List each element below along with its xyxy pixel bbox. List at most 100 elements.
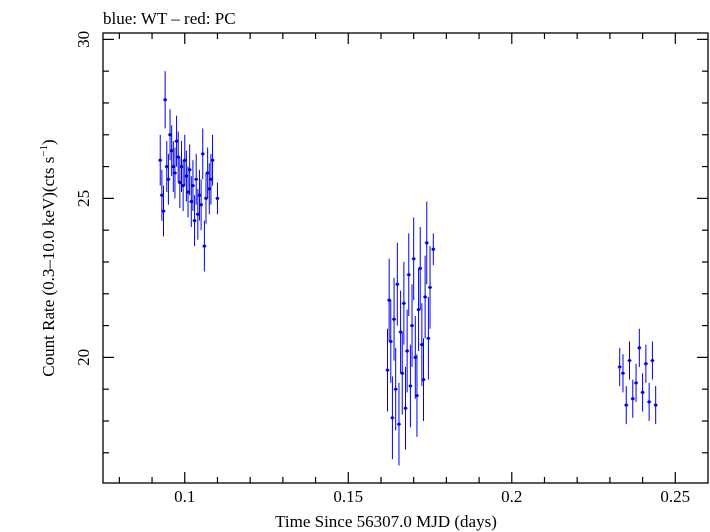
- point-marker: [640, 390, 645, 394]
- data-point: [653, 386, 658, 425]
- point-marker: [426, 336, 430, 340]
- data-point: [159, 169, 164, 221]
- point-marker: [390, 416, 395, 420]
- point-marker: [163, 98, 167, 102]
- data-point: [410, 284, 415, 367]
- point-marker: [170, 149, 174, 153]
- point-marker: [192, 219, 197, 223]
- data-point: [411, 217, 416, 301]
- y-tick-label: 20: [74, 349, 93, 366]
- point-marker: [410, 323, 414, 328]
- point-marker: [421, 378, 426, 382]
- data-point: [413, 316, 418, 399]
- y-tick-label: 30: [74, 31, 93, 48]
- data-point: [617, 347, 622, 387]
- data-point: [195, 188, 200, 240]
- data-point: [182, 134, 187, 186]
- point-marker: [201, 152, 205, 156]
- data-point: [643, 344, 648, 383]
- data-point: [428, 246, 433, 329]
- y-tick-label: 25: [74, 190, 93, 207]
- data-point: [186, 166, 191, 218]
- point-marker: [199, 203, 203, 207]
- point-marker: [415, 393, 419, 398]
- point-marker: [197, 193, 202, 197]
- point-marker: [176, 155, 180, 159]
- point-marker: [398, 330, 403, 334]
- plot-frame: [102, 32, 709, 484]
- data-point: [431, 233, 436, 266]
- point-marker: [400, 371, 404, 375]
- point-marker: [650, 358, 655, 363]
- point-marker: [428, 285, 432, 290]
- point-marker: [397, 422, 401, 426]
- data-point: [426, 296, 431, 380]
- data-point: [215, 182, 220, 215]
- point-marker: [179, 164, 184, 169]
- data-point: [200, 128, 205, 180]
- data-point: [405, 309, 410, 393]
- y-axis-label: Count Rate (0.3–10.0 keV)(cts s−1): [38, 139, 58, 376]
- data-point: [423, 255, 428, 339]
- data-point: [630, 379, 635, 418]
- data-point: [169, 125, 174, 177]
- x-tick-label: 0.15: [333, 487, 363, 506]
- data-point: [388, 300, 393, 383]
- point-marker: [405, 349, 409, 353]
- point-marker: [188, 168, 192, 172]
- point-marker: [618, 365, 622, 369]
- point-marker: [416, 308, 421, 312]
- data-points: [158, 71, 658, 466]
- point-marker: [627, 358, 632, 363]
- data-point: [627, 341, 632, 380]
- point-marker: [395, 282, 399, 286]
- point-marker: [418, 266, 422, 270]
- point-marker: [431, 247, 435, 251]
- data-point: [640, 373, 645, 412]
- data-point: [390, 376, 395, 460]
- point-marker: [194, 177, 198, 181]
- point-marker: [168, 133, 172, 137]
- point-marker: [385, 368, 390, 372]
- point-marker: [161, 209, 166, 213]
- data-point: [199, 179, 204, 231]
- y-axis-label-main: Count Rate (0.3–10.0 keV)(cts s: [39, 157, 58, 377]
- data-point: [387, 258, 392, 342]
- point-marker: [644, 362, 648, 366]
- data-point: [424, 201, 429, 285]
- point-marker: [191, 184, 195, 188]
- y-axis-label-superscript: −1: [38, 145, 50, 157]
- point-marker: [423, 295, 427, 299]
- point-marker: [387, 298, 391, 302]
- point-marker: [631, 397, 635, 401]
- data-point: [189, 176, 194, 227]
- point-marker: [215, 196, 220, 200]
- data-point: [647, 382, 652, 421]
- point-marker: [389, 339, 393, 344]
- data-point: [187, 144, 192, 196]
- data-point: [163, 71, 168, 129]
- data-point: [192, 195, 197, 247]
- data-point: [400, 331, 405, 415]
- point-marker: [186, 190, 190, 194]
- point-marker: [165, 164, 169, 169]
- x-tick-label: 0.25: [660, 487, 690, 506]
- data-point: [418, 226, 423, 310]
- data-point: [158, 134, 163, 186]
- point-marker: [181, 184, 185, 188]
- data-point: [393, 347, 398, 431]
- point-marker: [160, 193, 164, 197]
- point-marker: [174, 139, 179, 143]
- point-marker: [394, 387, 398, 391]
- data-point: [403, 366, 408, 450]
- data-point: [650, 341, 655, 380]
- point-marker: [413, 355, 417, 359]
- point-marker: [392, 317, 396, 321]
- point-marker: [402, 301, 406, 305]
- y-axis-ticks: 20 25 30: [74, 31, 708, 454]
- data-point: [166, 153, 171, 205]
- data-point: [634, 363, 639, 402]
- data-point: [164, 141, 169, 193]
- data-point: [210, 134, 215, 186]
